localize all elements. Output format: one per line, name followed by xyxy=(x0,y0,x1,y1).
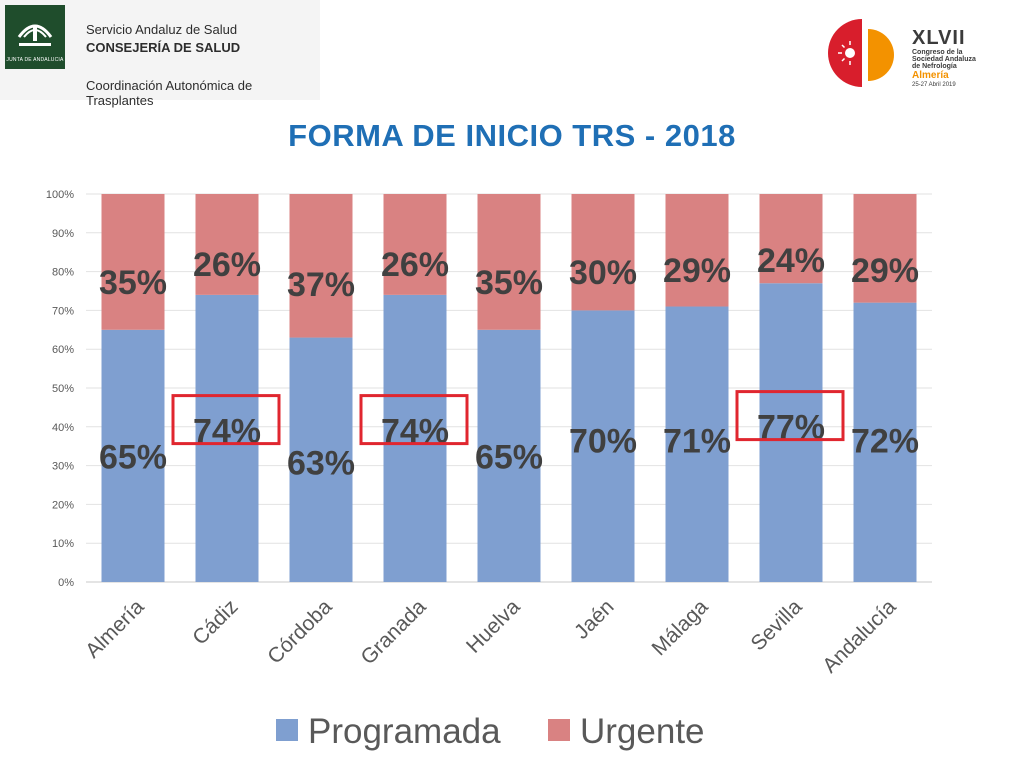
x-tick-label: Huelva xyxy=(462,595,525,658)
bar-urgente xyxy=(853,194,917,303)
y-tick-label: 20% xyxy=(52,499,74,511)
bar-urgente xyxy=(383,194,447,295)
chart-title: FORMA DE INICIO TRS - 2018 xyxy=(288,118,736,153)
y-tick-label: 60% xyxy=(52,344,74,356)
data-label-urgente: 29% xyxy=(663,252,731,290)
y-tick-label: 0% xyxy=(58,577,74,589)
junta-logo-text: JUNTA DE ANDALUCIA xyxy=(6,57,64,63)
bar-programada xyxy=(571,310,635,582)
bar-programada xyxy=(665,306,729,582)
x-tick-label: Cádiz xyxy=(188,595,242,649)
highlight-box xyxy=(359,394,469,446)
org-name: Servicio Andaluz de Salud xyxy=(86,22,238,37)
highlight-box xyxy=(171,394,281,446)
highlight-box xyxy=(735,390,845,442)
bar-urgente xyxy=(571,194,635,311)
legend-label: Programada xyxy=(308,712,501,751)
data-label-programada: 70% xyxy=(569,423,637,461)
x-tick-label: Sevilla xyxy=(747,595,807,655)
data-label-urgente: 30% xyxy=(569,254,637,292)
congress-description: Congreso de la Sociedad Andaluza de Nefr… xyxy=(912,49,976,70)
bar-urgente xyxy=(289,194,353,338)
data-label-urgente: 37% xyxy=(287,266,355,304)
bar-programada xyxy=(759,283,823,582)
org-department: CONSEJERÍA DE SALUD xyxy=(86,40,241,55)
bar-urgente xyxy=(101,194,165,330)
bar-urgente xyxy=(759,194,823,284)
bar-programada xyxy=(195,294,259,582)
congress-line1: Congreso de la xyxy=(912,49,963,56)
legend-swatch xyxy=(276,719,298,741)
bar-urgente xyxy=(195,194,259,295)
y-tick-label: 50% xyxy=(52,383,74,395)
data-label-urgente: 26% xyxy=(193,246,261,284)
legend-label: Urgente xyxy=(580,712,705,751)
x-tick-label: Córdoba xyxy=(263,595,336,668)
data-label-urgente: 24% xyxy=(757,242,825,280)
bar-programada xyxy=(477,329,541,582)
junta-andalucia-logo: JUNTA DE ANDALUCIA xyxy=(5,5,65,69)
bar-urgente xyxy=(665,194,729,307)
data-label-urgente: 35% xyxy=(99,264,167,302)
bar-programada xyxy=(853,302,917,582)
data-label-programada: 63% xyxy=(287,445,355,483)
y-tick-label: 100% xyxy=(46,189,74,201)
data-label-urgente: 35% xyxy=(475,264,543,302)
bar-programada xyxy=(101,329,165,582)
data-label-urgente: 29% xyxy=(851,252,919,290)
y-tick-label: 80% xyxy=(52,267,74,279)
data-label-programada: 65% xyxy=(99,439,167,477)
x-tick-label: Jaén xyxy=(570,595,618,643)
bar-urgente xyxy=(477,194,541,330)
bar-programada xyxy=(289,337,353,582)
x-tick-label: Andalucía xyxy=(818,595,901,678)
x-tick-label: Málaga xyxy=(648,595,713,660)
header-logo-block: JUNTA DE ANDALUCIA Servicio Andaluz de S… xyxy=(0,0,320,108)
y-tick-label: 30% xyxy=(52,461,74,473)
legend-swatch xyxy=(548,719,570,741)
x-tick-label: Almería xyxy=(81,595,149,663)
y-tick-label: 40% xyxy=(52,422,74,434)
congress-logo: XLVII Congreso de la Sociedad Andaluza d… xyxy=(822,15,1002,95)
org-coordination: Coordinación Autonómica de Trasplantes xyxy=(86,78,253,108)
y-tick-label: 70% xyxy=(52,305,74,317)
congress-emblem-icon xyxy=(828,19,894,87)
congress-line3: de Nefrología xyxy=(912,63,957,70)
congress-number: XLVII xyxy=(912,27,966,49)
congress-dates: 25-27 Abril 2019 xyxy=(912,82,956,88)
y-tick-label: 10% xyxy=(52,538,74,550)
data-label-urgente: 26% xyxy=(381,246,449,284)
bar-programada xyxy=(383,294,447,582)
data-label-programada: 65% xyxy=(475,439,543,477)
x-tick-label: Granada xyxy=(356,595,430,669)
data-label-programada: 71% xyxy=(663,423,731,461)
data-label-programada: 72% xyxy=(851,423,919,461)
congress-line2: Sociedad Andaluza xyxy=(912,56,976,63)
junta-emblem-icon xyxy=(17,24,53,46)
y-tick-label: 90% xyxy=(52,228,74,240)
congress-city: Almería xyxy=(912,70,949,81)
